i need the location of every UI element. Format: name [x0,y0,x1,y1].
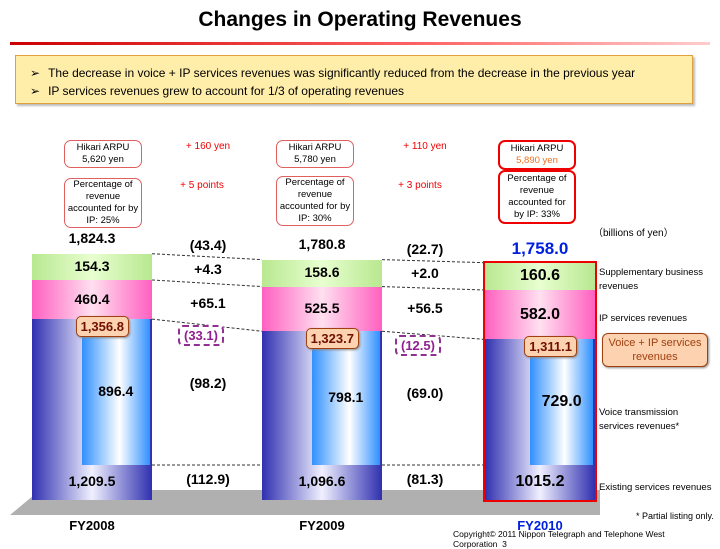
voice-ip-legend-callout: Voice + IP services revenues [602,333,708,367]
ip-share-delta: + 5 points [180,180,224,191]
copyright: Copyright© 2011 Nippon Telegraph and Tel… [453,529,665,549]
total-label: 1,780.8 [298,235,346,252]
legend-existing: Existing services revenues [599,482,712,493]
segment-ip [485,289,595,340]
label-existing: 1,209.5 [68,473,116,489]
label-ip: 460.4 [74,290,110,307]
arpu-label: Hikari ARPU [288,142,342,153]
label-supplementary: 160.6 [519,267,561,285]
segment-supplementary [32,253,152,280]
category-label: FY2008 [69,518,115,533]
ip-share-delta: + 3 points [398,180,442,191]
connector-line [381,286,486,291]
change-voice-ip: (33.1) [178,325,224,347]
segment-voice [81,319,150,465]
ip-share-box-fy2009: Percentage of revenue accounted for by I… [276,176,354,226]
change-ip: +56.5 [407,300,443,317]
segment-voice [530,339,593,465]
total-label: 1,824.3 [68,229,116,246]
change-voice: (98.2) [189,375,227,392]
change-total: (22.7) [406,241,444,258]
category-label: FY2009 [299,518,345,533]
title-divider [10,42,710,45]
arpu-label: Hikari ARPU [76,142,130,153]
unit-label: （billions of yen） [593,228,674,239]
total-label: 1,758.0 [511,238,569,258]
arpu-label: Hikari ARPU [510,143,564,154]
label-supplementary: 154.3 [74,257,110,274]
change-existing: (112.9) [186,471,230,487]
ip-share-box-fy2008: Percentage of revenue accounted for by I… [64,178,142,228]
label-ip: 582.0 [519,305,561,323]
legend-voice: Voice transmission services revenues* [599,407,680,432]
arpu-delta: + 110 yen [403,141,447,152]
change-total: (43.4) [189,236,227,253]
arrow-bullet-icon: ➢ [30,66,41,80]
change-supplementary: +2.0 [411,265,439,282]
connector-line [381,259,486,264]
arpu-value: 5,890 yen [516,155,558,166]
voice-ip-badge: 1,311.1 [524,336,577,358]
segment-supplementary [262,259,382,287]
arrow-bullet-icon: ➢ [30,84,41,98]
segment-voice [311,331,380,465]
arpu-box-fy2008: Hikari ARPU 5,620 yen [64,140,142,168]
change-ip: +65.1 [190,295,226,312]
change-existing: (81.3) [406,471,444,487]
segment-ip [32,279,152,320]
segment-supplementary [485,262,595,290]
connector-line [151,279,263,288]
page-number: 3 [502,539,507,549]
chart-floor [10,490,600,515]
change-voice-ip: (12.5) [395,335,441,357]
footer: Copyright© 2011 Nippon Telegraph and Tel… [453,529,720,549]
arpu-box-fy2009: Hikari ARPU 5,780 yen [276,140,354,168]
slide-title: Changes in Operating Revenues [198,8,522,31]
arpu-delta: + 160 yen [185,141,231,152]
voice-ip-badge: 1,356.8 [75,316,129,338]
footnote: * Partial listing only. [636,511,714,521]
legend-ip: IP services revenues [599,313,688,324]
connector-line [151,253,263,261]
change-supplementary: +4.3 [194,260,222,277]
bullet-text: The decrease in voice + IP services reve… [48,66,636,80]
label-ip: 525.5 [304,299,340,316]
legend-supplementary: Supplementary business revenues [599,267,704,292]
voice-ip-badge: 1,323.7 [305,328,359,350]
label-existing: 1015.2 [515,473,565,490]
bullet-text: IP services revenues grew to account for… [48,84,405,98]
category-label: FY2010 [517,518,563,533]
label-supplementary: 158.6 [304,264,340,281]
summary-box: ➢ The decrease in voice + IP services rev… [15,55,693,104]
label-voice: 729.0 [541,393,582,411]
label-existing: 1,096.6 [298,473,346,489]
arpu-value: 5,780 yen [294,154,336,165]
arpu-value: 5,620 yen [82,154,124,165]
label-voice: 896.4 [98,383,134,400]
change-voice: (69.0) [406,385,444,402]
ip-share-box-fy2010: Percentage of revenue accounted for by I… [498,170,576,224]
segment-ip [262,286,382,332]
arpu-box-fy2010: Hikari ARPU 5,890 yen [498,140,576,170]
label-voice: 798.1 [328,389,364,406]
